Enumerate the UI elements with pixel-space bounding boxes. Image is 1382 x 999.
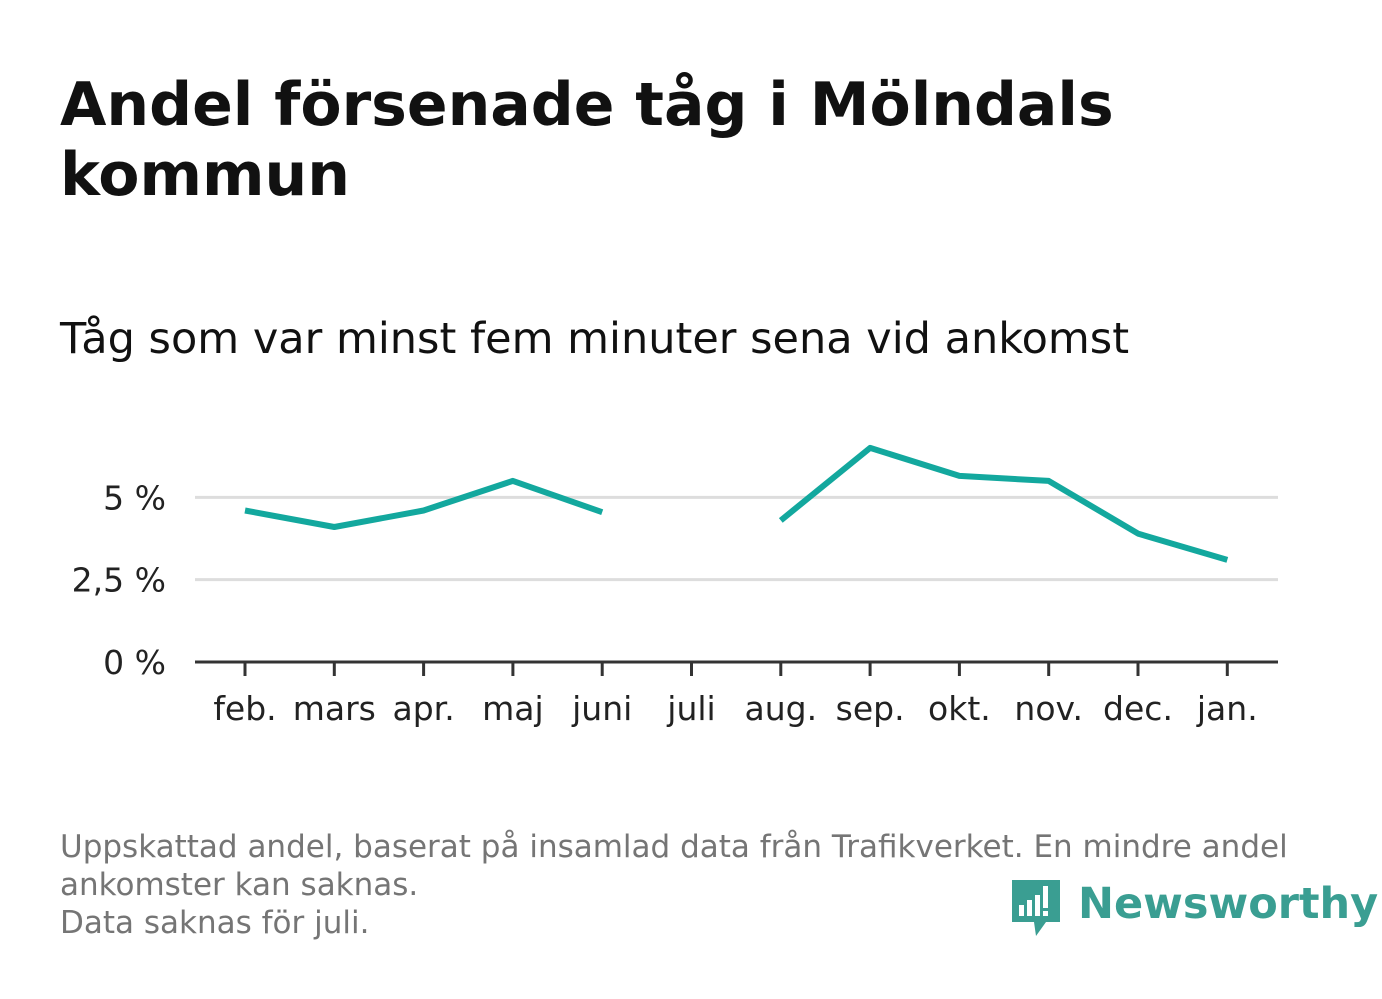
x-axis xyxy=(195,660,1278,676)
chart-subtitle: Tåg som var minst fem minuter sena vid a… xyxy=(60,314,1130,364)
footnote: Uppskattad andel, baserat på insamlad da… xyxy=(60,828,1330,942)
chart-title: Andel försenade tåg i Mölndals kommun xyxy=(60,70,1114,210)
x-tick-label: dec. xyxy=(1103,689,1173,728)
x-tick-label: feb. xyxy=(213,689,276,728)
x-tick-label: nov. xyxy=(1014,689,1083,728)
brand-name: Newsworthy xyxy=(1078,879,1379,929)
x-tick-label: maj xyxy=(482,689,544,728)
y-tick-label: 2,5 % xyxy=(72,561,166,600)
footnote-line: Uppskattad andel, baserat på insamlad da… xyxy=(60,829,1288,865)
footnote-line: ankomster kan saknas. xyxy=(60,867,419,903)
series-line-segment xyxy=(778,444,1229,563)
x-tick-label: sep. xyxy=(836,689,905,728)
x-tick-label: okt. xyxy=(928,689,991,728)
y-tick-label: 0 % xyxy=(103,643,166,682)
y-tick-label: 5 % xyxy=(103,478,166,517)
x-tick-label: juni xyxy=(571,689,632,728)
x-tick-label: aug. xyxy=(745,689,818,728)
tick-labels: 0 % 2,5 % 5 % feb. mars apr. maj juni juli aug. se… xyxy=(72,478,1258,728)
grid-lines xyxy=(195,495,1278,582)
series-lines xyxy=(244,444,1229,563)
newsworthy-chart-icon xyxy=(1012,880,1060,936)
series-line-segment xyxy=(244,477,604,530)
x-tick-label: juli xyxy=(666,689,715,728)
x-tick-label: apr. xyxy=(392,689,454,728)
x-tick-label: jan. xyxy=(1196,689,1258,728)
x-tick-label: mars xyxy=(293,689,376,728)
footnote-line: Data saknas för juli. xyxy=(60,905,370,941)
